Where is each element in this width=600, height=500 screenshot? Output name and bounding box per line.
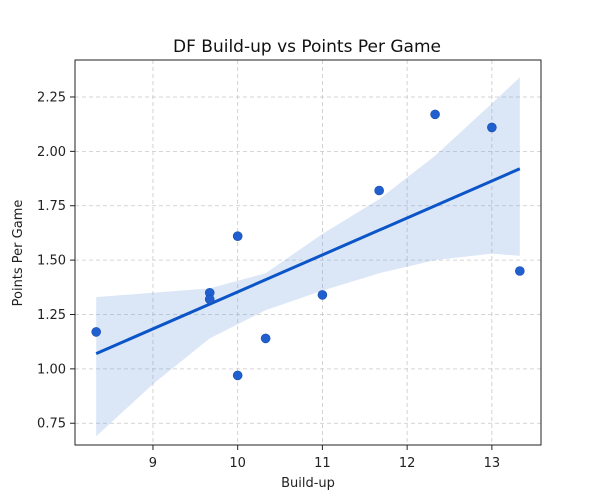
y-tick-label: 2.00 [37, 145, 66, 160]
y-axis-label: Points Per Game [11, 200, 26, 307]
confidence-band [96, 77, 520, 437]
x-axis-label: Build-up [281, 476, 335, 491]
y-tick-label: 1.25 [37, 308, 66, 323]
x-tick-label: 9 [149, 456, 157, 471]
x-tick-label: 12 [399, 456, 416, 471]
y-tick-label: 0.75 [37, 417, 66, 432]
tick-layer: 9 10 11 12 13 0.75 1.00 1.25 1.50 1.75 2.00 2.25 [37, 90, 500, 471]
data-point [91, 327, 101, 337]
data-point [515, 266, 525, 276]
y-tick-label: 1.75 [37, 199, 66, 214]
confidence-band-layer [96, 77, 520, 437]
y-tick-label: 1.00 [37, 362, 66, 377]
regression-line-layer [95, 167, 521, 356]
x-tick-label: 10 [229, 456, 246, 471]
data-points-layer [91, 109, 525, 381]
data-point [232, 231, 243, 241]
y-tick-label: 1.50 [37, 254, 66, 269]
data-point [374, 185, 384, 196]
chart-title: DF Build-up vs Points Per Game [173, 37, 441, 57]
x-tick-label: 11 [314, 456, 331, 471]
data-point [232, 370, 243, 381]
plot-frame [74, 59, 542, 446]
data-point [430, 109, 440, 120]
data-point [204, 294, 215, 305]
grid-layer [75, 60, 541, 445]
data-point [487, 122, 497, 133]
data-point [260, 333, 271, 344]
x-tick-label: 13 [484, 456, 501, 471]
data-point [317, 290, 328, 300]
regression-line [95, 167, 521, 356]
y-tick-label: 2.25 [37, 90, 66, 105]
